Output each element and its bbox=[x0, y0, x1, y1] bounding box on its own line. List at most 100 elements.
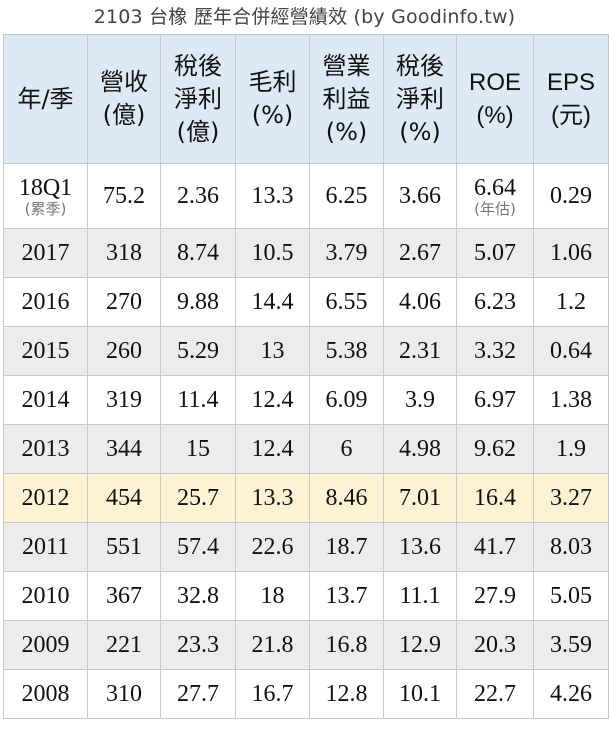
net-income-cell: 32.8 bbox=[160, 571, 236, 621]
period-cell: 2012 bbox=[3, 473, 88, 523]
revenue-cell: 318 bbox=[87, 228, 161, 278]
header-label-line: (億) bbox=[176, 117, 220, 146]
net-margin-cell: 4.06 bbox=[383, 277, 457, 327]
roe-cell: 22.7 bbox=[456, 669, 534, 719]
net-income-cell: 5.29 bbox=[160, 326, 236, 376]
roe-cell: 41.7 bbox=[456, 522, 534, 572]
period-cell: 2017 bbox=[3, 228, 88, 278]
period-cell: 2010 bbox=[3, 571, 88, 621]
table-row: 2013 344 15 12.4 6 4.98 9.62 1.9 bbox=[3, 424, 609, 474]
revenue-cell: 310 bbox=[87, 669, 161, 719]
revenue-cell: 344 bbox=[87, 424, 161, 474]
revenue-cell: 367 bbox=[87, 571, 161, 621]
revenue-cell: 260 bbox=[87, 326, 161, 376]
table-row: 2008 310 27.7 16.7 12.8 10.1 22.7 4.26 bbox=[3, 669, 609, 719]
eps-cell: 1.9 bbox=[533, 424, 609, 474]
eps-cell: 3.59 bbox=[533, 620, 609, 670]
period-cell: 18Q1 (累季) bbox=[3, 163, 88, 229]
header-label-line: (億) bbox=[102, 101, 146, 129]
eps-cell: 0.29 bbox=[533, 163, 609, 229]
operating-margin-cell: 6 bbox=[309, 424, 384, 474]
header-label-line: 稅後 bbox=[174, 51, 222, 80]
highlighted-table-row: 2012 454 25.7 13.3 8.46 7.01 16.4 3.27 bbox=[3, 473, 609, 523]
net-margin-cell: 3.66 bbox=[383, 163, 457, 229]
net-income-cell: 2.36 bbox=[160, 163, 236, 229]
net-income-cell: 9.88 bbox=[160, 277, 236, 327]
header-revenue: 營收 (億) bbox=[87, 34, 161, 164]
period-cell: 2014 bbox=[3, 375, 88, 425]
eps-cell: 1.06 bbox=[533, 228, 609, 278]
header-label-line: 利益 bbox=[322, 84, 371, 113]
net-margin-cell: 10.1 bbox=[383, 669, 457, 719]
header-eps: EPS (元) bbox=[533, 34, 609, 164]
table-row: 2009 221 23.3 21.8 16.8 12.9 20.3 3.59 bbox=[3, 620, 609, 670]
net-margin-cell: 2.67 bbox=[383, 228, 457, 278]
header-period: 年/季 bbox=[3, 34, 88, 164]
header-label-line: 年/季 bbox=[17, 84, 74, 113]
roe-cell: 27.9 bbox=[456, 571, 534, 621]
operating-margin-cell: 3.79 bbox=[309, 228, 384, 278]
net-margin-cell: 4.98 bbox=[383, 424, 457, 474]
eps-cell: 1.2 bbox=[533, 277, 609, 327]
period-cell: 2016 bbox=[3, 277, 88, 327]
gross-margin-cell: 14.4 bbox=[235, 277, 310, 327]
net-margin-cell: 7.01 bbox=[383, 473, 457, 523]
period-cell: 2015 bbox=[3, 326, 88, 376]
operating-margin-cell: 18.7 bbox=[309, 522, 384, 572]
header-net-income: 稅後淨利 (億) bbox=[160, 34, 236, 164]
header-gross-margin: 毛利 (%) bbox=[235, 34, 310, 164]
operating-margin-cell: 12.8 bbox=[309, 669, 384, 719]
operating-margin-cell: 16.8 bbox=[309, 620, 384, 670]
period-note: (累季) bbox=[24, 199, 67, 218]
header-row: 年/季 營收 (億) 稅後 淨利 (億) 毛利 (%) 營業 利益 (%) 稅後 淨利 (%) ROE (%)… bbox=[3, 34, 609, 164]
gross-margin-cell: 22.6 bbox=[235, 522, 310, 572]
revenue-cell: 270 bbox=[87, 277, 161, 327]
operating-margin-cell: 6.09 bbox=[309, 375, 384, 425]
header-label-line: 營業 bbox=[322, 51, 371, 80]
net-margin-cell: 11.1 bbox=[383, 571, 457, 621]
eps-cell: 5.05 bbox=[533, 571, 609, 621]
net-margin-cell: 3.9 bbox=[383, 375, 457, 425]
roe-cell: 6.97 bbox=[456, 375, 534, 425]
roe-cell: 9.62 bbox=[456, 424, 534, 474]
table-row: 2011 551 57.4 22.6 18.7 13.6 41.7 8.03 bbox=[3, 522, 609, 572]
revenue-cell: 319 bbox=[87, 375, 161, 425]
net-margin-cell: 2.31 bbox=[383, 326, 457, 376]
header-label-line: (%) bbox=[325, 117, 368, 146]
table-caption: 2103 台橡 歷年合併經營績效 (by Goodinfo.tw) bbox=[93, 6, 516, 28]
operating-margin-cell: 6.25 bbox=[309, 163, 384, 229]
header-label-line: ROE bbox=[468, 69, 521, 96]
operating-margin-cell: 6.55 bbox=[309, 277, 384, 327]
table-row: 2016 270 9.88 14.4 6.55 4.06 6.23 1.2 bbox=[3, 277, 609, 327]
header-roe: ROE (%) bbox=[456, 34, 534, 164]
table-row: 2017 318 8.74 10.5 3.79 2.67 5.07 1.06 bbox=[3, 228, 609, 278]
roe-cell: 6.23 bbox=[456, 277, 534, 327]
gross-margin-cell: 21.8 bbox=[235, 620, 310, 670]
eps-cell: 8.03 bbox=[533, 522, 609, 572]
roe-cell: 5.07 bbox=[456, 228, 534, 278]
net-margin-cell: 12.9 bbox=[383, 620, 457, 670]
operating-margin-cell: 5.38 bbox=[309, 326, 384, 376]
net-income-cell: 57.4 bbox=[160, 522, 236, 572]
performance-table: 年/季 營收 (億) 稅後 淨利 (億) 毛利 (%) 營業 利益 (%) 稅後 淨利 (%) ROE (%)… bbox=[3, 34, 609, 719]
revenue-cell: 551 bbox=[87, 522, 161, 572]
header-operating-margin: 營業利益 (%) bbox=[309, 34, 384, 164]
roe-value: 6.64 bbox=[474, 174, 516, 201]
header-net-margin: 稅後 淨利 (%) bbox=[383, 34, 457, 164]
net-income-cell: 8.74 bbox=[160, 228, 236, 278]
header-label-line: 稅後 bbox=[396, 51, 444, 80]
eps-cell: 1.38 bbox=[533, 375, 609, 425]
revenue-cell: 454 bbox=[87, 473, 161, 523]
gross-margin-cell: 13.3 bbox=[235, 473, 310, 523]
roe-note: (年估) bbox=[474, 199, 516, 218]
table-row: 2010 367 32.8 18 13.7 11.1 27.9 5.05 bbox=[3, 571, 609, 621]
header-label-line: (%) bbox=[399, 117, 441, 146]
header-label-line: 淨利 bbox=[174, 84, 222, 113]
gross-margin-cell: 13.3 bbox=[235, 163, 310, 229]
period-cell: 2013 bbox=[3, 424, 88, 474]
roe-cell: 3.32 bbox=[456, 326, 534, 376]
table-row: 18Q1 (累季) 75.2 2.36 13.3 6.25 3.66 6.64 … bbox=[3, 163, 609, 229]
net-income-cell: 23.3 bbox=[160, 620, 236, 670]
gross-margin-cell: 12.4 bbox=[235, 424, 310, 474]
period-cell: 2008 bbox=[3, 669, 88, 719]
